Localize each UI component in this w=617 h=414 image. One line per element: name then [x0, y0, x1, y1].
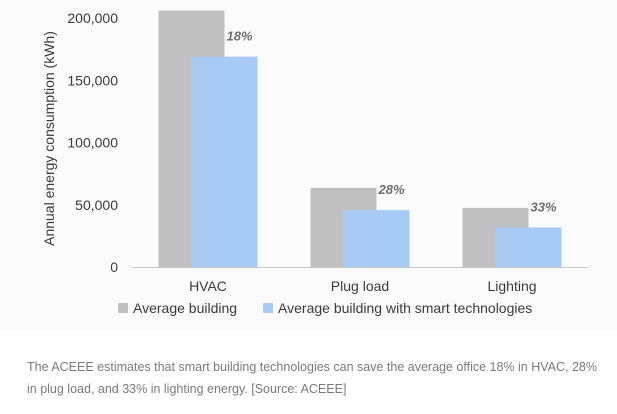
legend-label-smart: Average building with smart technologies [278, 300, 533, 316]
category-label-lighting: Lighting [487, 278, 536, 294]
figure-caption: The ACEEE estimates that smart building … [27, 360, 597, 396]
legend-item-smart: Average building with smart technologies [263, 300, 532, 316]
percent-label-hvac: 18% [226, 29, 252, 44]
percent-annotations: 18% 28% 33% [226, 29, 556, 215]
legend: Average building Average building with s… [118, 300, 558, 316]
category-label-plug-load: Plug load [331, 278, 389, 294]
category-label-hvac: HVAC [189, 278, 227, 294]
percent-label-lighting: 33% [530, 199, 556, 214]
y-tick-label: 100,000 [67, 135, 118, 151]
percent-label-plug-load: 28% [377, 182, 404, 197]
bars-layer [158, 10, 562, 268]
chart-figure: 0 50,000 100,000 150,000 200,000 HVAC Plug lo… [41, 10, 588, 316]
category-labels: HVAC Plug load Lighting [189, 278, 536, 294]
legend-item-average: Average building [118, 300, 237, 316]
bar-smart-hvac [191, 56, 258, 267]
y-tick-label: 0 [110, 259, 118, 275]
legend-swatch-average [118, 303, 128, 313]
bar-smart-plug-load [343, 210, 410, 267]
y-tick-label: 50,000 [75, 197, 118, 213]
legend-swatch-smart [263, 303, 274, 313]
bar-chart: 0 50,000 100,000 150,000 200,000 HVAC Plug lo… [41, 10, 588, 294]
y-tick-labels: 0 50,000 100,000 150,000 200,000 [67, 10, 118, 275]
y-tick-label: 150,000 [67, 72, 118, 88]
bar-smart-lighting [495, 227, 562, 267]
y-tick-label: 200,000 [67, 10, 118, 26]
legend-label-average: Average building [133, 300, 238, 316]
y-axis-title: Annual energy consumption (kWh) [41, 31, 57, 246]
